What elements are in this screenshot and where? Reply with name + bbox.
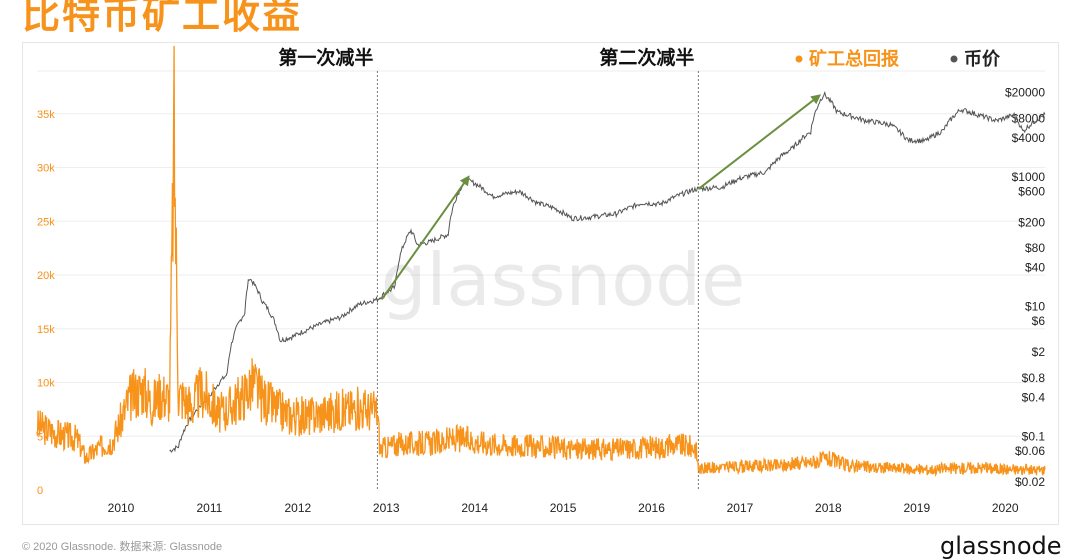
right-tick-label-2: $0.1 (1022, 430, 1046, 444)
halving-label-1: 第二次减半 (599, 46, 694, 69)
right-tick-label-8: $40 (1025, 261, 1045, 275)
legend-marker-1 (950, 55, 958, 63)
chart-title: 比特币矿工收益 (22, 0, 303, 37)
legend-label-1: 币价 (964, 49, 1001, 70)
trend-arrow-1 (697, 94, 822, 190)
right-tick-label-4: $0.8 (1022, 371, 1046, 385)
right-tick-label-13: $4000 (1012, 131, 1046, 145)
x-tick-label-2: 2012 (284, 501, 311, 515)
x-tick-label-4: 2014 (461, 501, 488, 515)
chart-frame: glassnode 0 5k 10k 15k 20k 25k 30k 35k $0.02 $0.06… (22, 42, 1059, 525)
x-tick-label-8: 2018 (815, 501, 842, 515)
x-tick-label-10: 2020 (992, 501, 1019, 515)
right-tick-label-0: $0.02 (1015, 475, 1045, 489)
trend-arrow-0 (381, 175, 470, 300)
right-tick-label-10: $200 (1018, 215, 1045, 229)
right-tick-label-1: $0.06 (1015, 444, 1045, 458)
halving-label-0: 第一次减半 (278, 46, 373, 69)
series-line-price (169, 90, 1046, 453)
right-tick-label-12: $1000 (1012, 170, 1046, 184)
series-line-miner-revenue (36, 45, 1046, 477)
left-tick-label-3: 15k (37, 324, 55, 336)
x-tick-label-6: 2016 (638, 501, 665, 515)
x-tick-label-3: 2013 (373, 501, 400, 515)
right-tick-label-15: $20000 (1005, 85, 1045, 99)
right-tick-label-6: $6 (1032, 314, 1046, 328)
left-tick-label-6: 30k (37, 163, 55, 175)
x-tick-label-9: 2019 (903, 501, 930, 515)
right-tick-label-9: $80 (1025, 241, 1045, 255)
chart-svg: glassnode05k10k15k20k25k30k35k$0.02$0.06… (36, 45, 1046, 515)
left-tick-label-2: 10k (37, 378, 55, 390)
left-tick-label-5: 25k (37, 216, 55, 228)
legend-label-0: 矿工总回报 (809, 48, 899, 70)
watermark: glassnode (381, 238, 746, 322)
right-tick-label-11: $600 (1018, 184, 1045, 198)
right-tick-label-5: $2 (1032, 345, 1046, 359)
left-tick-label-0: 0 (37, 485, 43, 497)
left-tick-label-4: 20k (37, 270, 55, 282)
x-tick-label-5: 2015 (550, 501, 577, 515)
left-tick-label-7: 35k (37, 109, 55, 121)
footer-logo: glassnode (940, 532, 1062, 560)
right-tick-label-3: $0.4 (1022, 390, 1046, 404)
right-tick-label-7: $10 (1025, 300, 1045, 314)
footer-source: © 2020 Glassnode. 数据来源: Glassnode (22, 541, 223, 553)
legend-marker-0 (795, 55, 803, 63)
x-tick-label-0: 2010 (108, 501, 135, 515)
x-tick-label-7: 2017 (727, 501, 754, 515)
x-tick-label-1: 2011 (197, 501, 223, 515)
